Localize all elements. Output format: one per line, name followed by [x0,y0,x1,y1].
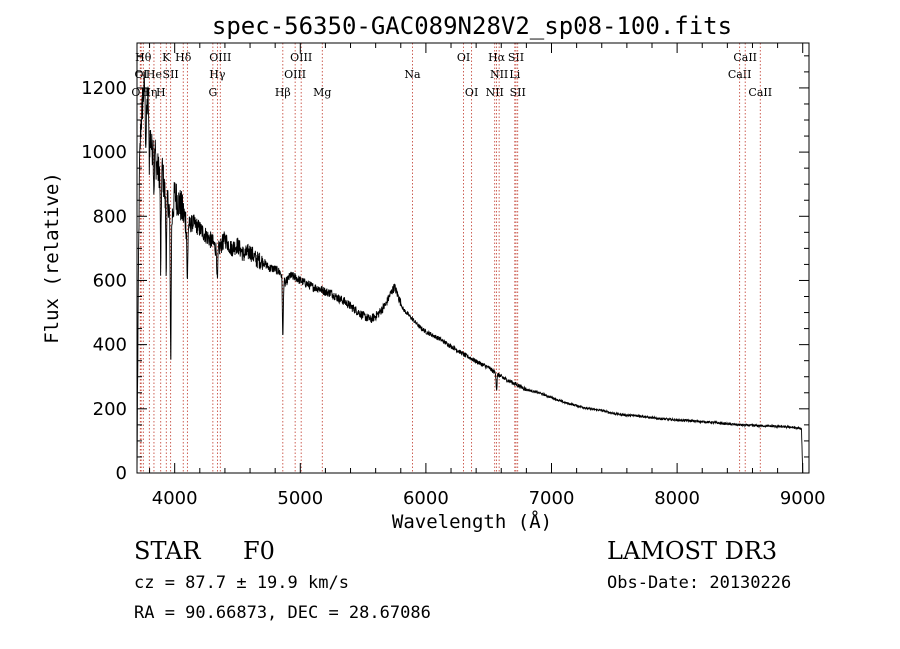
y-tick-label: 600 [93,270,127,291]
x-tick-label: 9000 [780,488,826,509]
line-marker-label: SII [508,51,524,64]
line-marker-label: OI [465,86,478,99]
line-marker-label: Li [509,68,520,81]
x-tick-label: 8000 [654,488,700,509]
line-marker-label: G [208,86,217,99]
object-class: STAR [134,537,201,565]
obs-date-text: Obs-Date: 20130226 [607,573,792,593]
x-tick-label: 5000 [277,488,323,509]
line-marker-label: Hδ [175,51,192,64]
x-tick-label: 4000 [152,488,198,509]
line-marker-label: Hγ [209,68,226,81]
spectrum-chart: spec-56350-GAC089N28V2_sp08-100.fits OII… [41,12,826,533]
flux-line [136,71,804,474]
y-axis-label: Flux (relative) [41,172,63,344]
survey-name: LAMOST DR3 [607,537,778,565]
line-marker-label: CaII [728,68,752,81]
coordinates-text: RA = 90.66873, DEC = 28.67086 [134,603,431,623]
line-marker-label: OIII [290,51,312,64]
spectral-line-markers: OIIOIHθHηHeHKSIIHδGHγOIIIHβOIIIOIIIMgNaO… [131,43,772,473]
plot-frame [136,42,810,474]
line-marker-label: Hθ [135,51,152,64]
line-marker-label: He [146,68,162,81]
y-tick-label: 200 [93,399,127,420]
line-marker-label: K [162,51,171,64]
line-marker-label: NII [486,86,504,99]
line-marker-label: Hβ [275,86,291,99]
x-tick-label: 7000 [529,488,575,509]
line-marker-label: SII [163,68,179,81]
y-tick-label: 0 [116,463,127,484]
y-tick-label: 400 [93,335,127,356]
line-marker-label: CaII [733,51,757,64]
x-axis-label: Wavelength (Å) [392,510,552,533]
line-marker-label: Mg [313,86,331,99]
line-marker-label: H [156,86,166,99]
axis-ticks: 4000 5000 6000 7000 8000 9000 0 200 400 600 800 100… [81,43,826,509]
redshift-text: cz = 87.7 ± 19.9 km/s [134,573,349,593]
line-marker-label: Hα [488,51,506,64]
line-marker-label: CaII [748,86,772,99]
x-tick-label: 6000 [403,488,449,509]
object-subclass: F0 [243,537,275,565]
y-tick-label: 800 [93,206,127,227]
line-marker-label: OI [457,51,470,64]
line-marker-label: SII [510,86,526,99]
y-tick-label: 1000 [81,142,127,163]
chart-title: spec-56350-GAC089N28V2_sp08-100.fits [212,12,732,40]
y-tick-label: 1200 [81,78,127,99]
line-marker-label: NII [490,68,508,81]
line-marker-label: Na [404,68,421,81]
line-marker-label: OIII [284,68,306,81]
line-marker-label: OIII [209,51,231,64]
